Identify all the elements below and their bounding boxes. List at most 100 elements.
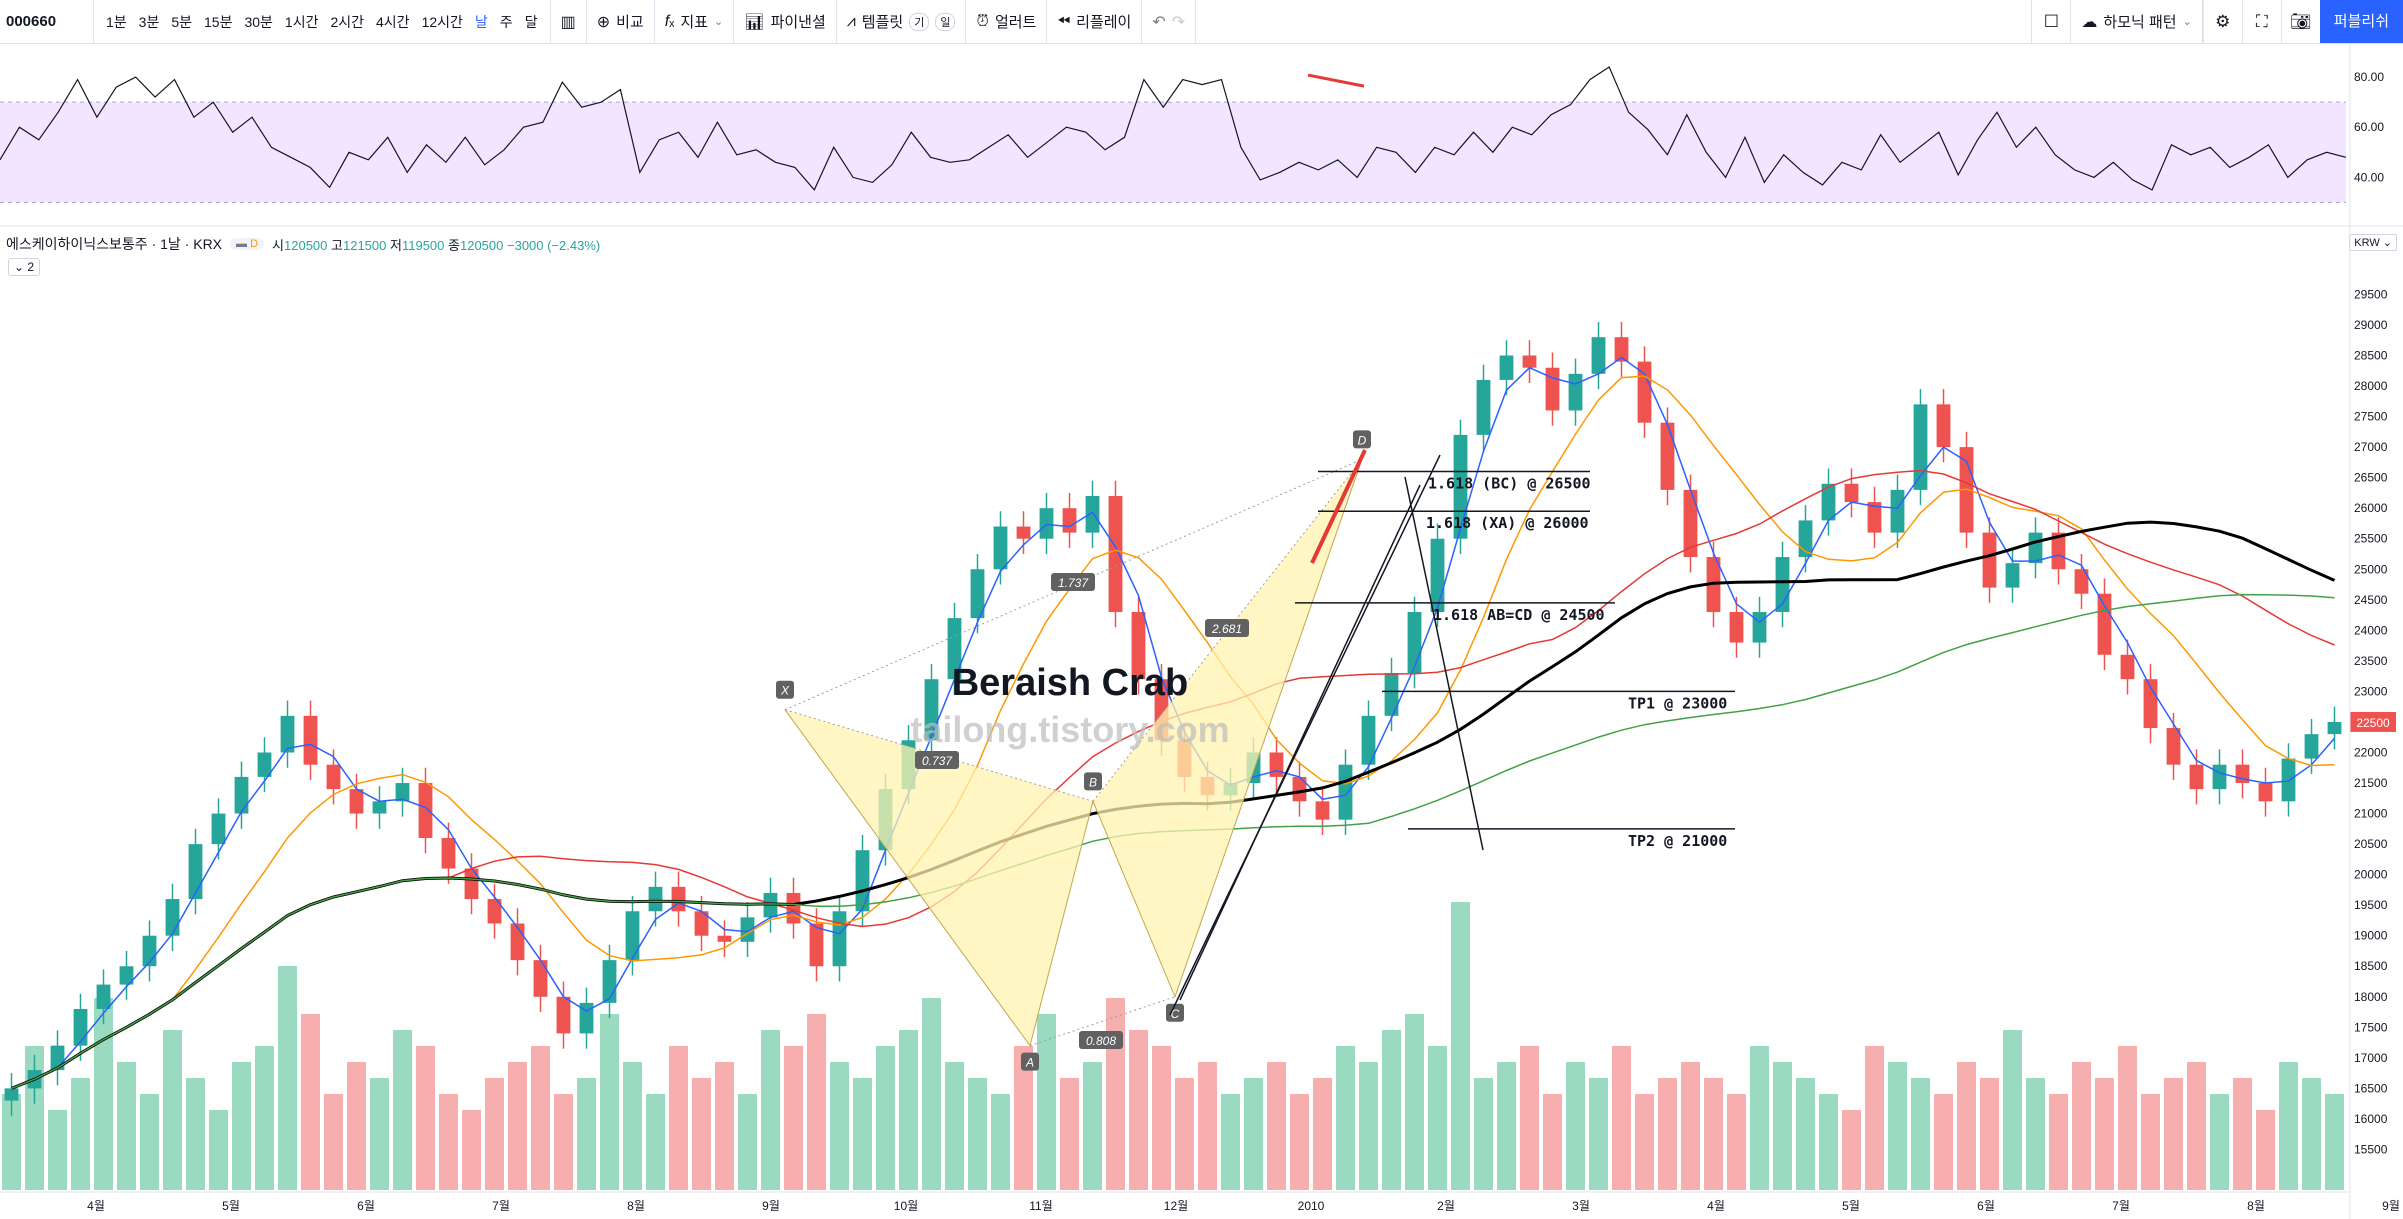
candle-body — [2166, 728, 2181, 765]
candle-body — [2281, 758, 2296, 802]
candle-body — [1453, 434, 1468, 539]
price-tick-15500: 15500 — [2354, 1142, 2388, 1156]
ratio-box-2 — [1205, 619, 1249, 637]
toolbar-right: ☐ ☁︎ 하모닉 패턴 ⌄ ⚙︎ ⛶ 📷︎ 퍼블리쉬 — [2031, 0, 2403, 43]
candle-body — [602, 960, 617, 1003]
interval-1[interactable]: 3분 — [138, 13, 160, 30]
x-tick-10: 2월 — [1437, 1199, 1455, 1213]
candle-body — [1131, 612, 1146, 680]
ratio-label-0: 0.737 — [922, 754, 953, 768]
volume-bar — [1290, 1094, 1309, 1190]
candle-body — [2212, 764, 2227, 790]
templates-button[interactable]: ⩘ 템플릿 기 일 — [837, 0, 967, 43]
volume-bar — [1359, 1062, 1378, 1190]
candle-body — [1683, 489, 1698, 558]
rsi-divergence-line — [1307, 73, 1365, 88]
volume-bar — [1428, 1046, 1447, 1190]
volume-bar — [186, 1078, 205, 1190]
price-tick-19500: 19500 — [2354, 898, 2388, 912]
volume-bar — [761, 1030, 780, 1190]
compare-button[interactable]: ⊕ 비교 — [587, 0, 655, 43]
volume-bar — [301, 1014, 320, 1190]
redo-icon[interactable]: ↷ — [1171, 13, 1186, 31]
volume-bar — [669, 1046, 688, 1190]
candle-body — [1729, 612, 1744, 643]
interval-8[interactable]: 12시간 — [421, 13, 463, 30]
candle-body — [993, 526, 1008, 570]
close-value: 120500 — [459, 237, 504, 253]
x-tick-6: 10월 — [894, 1199, 918, 1213]
interval-3[interactable]: 15분 — [204, 13, 233, 30]
financials-button[interactable]: 📊︎ 파이낸셜 — [734, 0, 837, 43]
interval-10[interactable]: 주 — [499, 13, 513, 30]
replay-button[interactable]: ⏪︎ 리플레이 — [1047, 0, 1143, 43]
x-tick-12: 4월 — [1707, 1199, 1725, 1213]
layout-icon[interactable]: ☐ — [2031, 0, 2070, 43]
interval-7[interactable]: 4시간 — [376, 13, 410, 30]
trend-line-up-1 — [1169, 454, 1441, 1016]
price-tick-28000: 28000 — [2354, 379, 2388, 393]
candle-body — [1844, 483, 1859, 503]
interval-9[interactable]: 날 — [474, 13, 488, 30]
candle-body — [556, 996, 571, 1034]
candle-body — [2028, 532, 2043, 564]
volume-bar — [1773, 1062, 1792, 1190]
volume-bar — [1658, 1078, 1677, 1190]
interval-0[interactable]: 1분 — [106, 13, 127, 30]
trend-line-down — [1404, 476, 1484, 851]
interval-4[interactable]: 30분 — [244, 13, 273, 30]
ma-orange — [11, 375, 2335, 1090]
pattern-point-A — [1021, 1052, 1039, 1071]
price-tick-18000: 18000 — [2354, 990, 2388, 1004]
x-tick-1: 5월 — [222, 1199, 240, 1213]
volume-bar — [531, 1046, 550, 1190]
candle-body — [2074, 569, 2089, 594]
volume-bar — [1152, 1046, 1171, 1190]
candle-body — [1085, 495, 1100, 533]
interval-6[interactable]: 2시간 — [330, 13, 365, 30]
indicators-label: 지표 — [680, 14, 709, 31]
interval-11[interactable]: 달 — [524, 13, 538, 30]
candle-body — [487, 899, 502, 924]
volume-bar — [508, 1062, 527, 1190]
volume-bar — [2279, 1062, 2298, 1190]
symbol-search[interactable]: 000660 — [0, 0, 94, 43]
alert-button[interactable]: ⏰︎ 얼러트 — [966, 0, 1048, 43]
volume-bar — [1267, 1062, 1286, 1190]
level-label-3: TP1 @ 23000 — [1628, 694, 1727, 712]
currency-selector[interactable]: KRW ⌄ — [2349, 234, 2397, 251]
harmonic-pattern-button[interactable]: ☁︎ 하모닉 패턴 ⌄ — [2070, 0, 2203, 43]
interval-5[interactable]: 1시간 — [284, 13, 319, 30]
collapse-indicators-button[interactable]: ⌄ 2 — [8, 258, 41, 276]
undo-icon[interactable]: ↶ — [1152, 13, 1166, 31]
volume-bar — [1819, 1094, 1838, 1190]
volume-bar — [1497, 1062, 1516, 1190]
harmonic-label: 하모닉 패턴 — [2103, 14, 2177, 31]
volume-bar — [2256, 1110, 2275, 1190]
top-toolbar: 000660 1분 3분 5분 15분 30분 1시간 2시간 4시간 12시간 날 주 달 ▥ ⊕ … — [0, 0, 2403, 44]
alert-label: 얼러트 — [994, 14, 1037, 31]
volume-bar — [876, 1046, 895, 1190]
watermark: tailong.tistory.com — [910, 709, 1229, 750]
fullscreen-icon[interactable]: ⛶ — [2241, 0, 2281, 43]
ratio-label-1: 0.808 — [1086, 1034, 1116, 1048]
publish-button[interactable]: 퍼블리쉬 — [2319, 0, 2403, 43]
camera-icon[interactable]: 📷︎ — [2280, 0, 2320, 43]
candle-body — [1890, 489, 1905, 533]
chart-type-button[interactable]: ▥ — [551, 0, 587, 43]
volume-bar — [232, 1062, 251, 1190]
last-price-label: 22500 — [2356, 716, 2390, 730]
candle-body — [211, 813, 226, 845]
bar-chart-icon: 📊︎ — [744, 13, 765, 31]
candle-body — [1476, 379, 1491, 435]
ratio-label-2: 2.681 — [1211, 622, 1242, 636]
indicators-button[interactable]: fₓ 지표 ⌄ — [655, 0, 735, 43]
candle-body — [2327, 721, 2342, 735]
volume-bar — [692, 1078, 711, 1190]
x-tick-15: 7월 — [2112, 1199, 2130, 1213]
interval-2[interactable]: 5분 — [171, 13, 193, 30]
gear-icon[interactable]: ⚙︎ — [2202, 0, 2242, 43]
volume-bar — [439, 1094, 458, 1190]
price-tick-23000: 23000 — [2354, 684, 2388, 698]
